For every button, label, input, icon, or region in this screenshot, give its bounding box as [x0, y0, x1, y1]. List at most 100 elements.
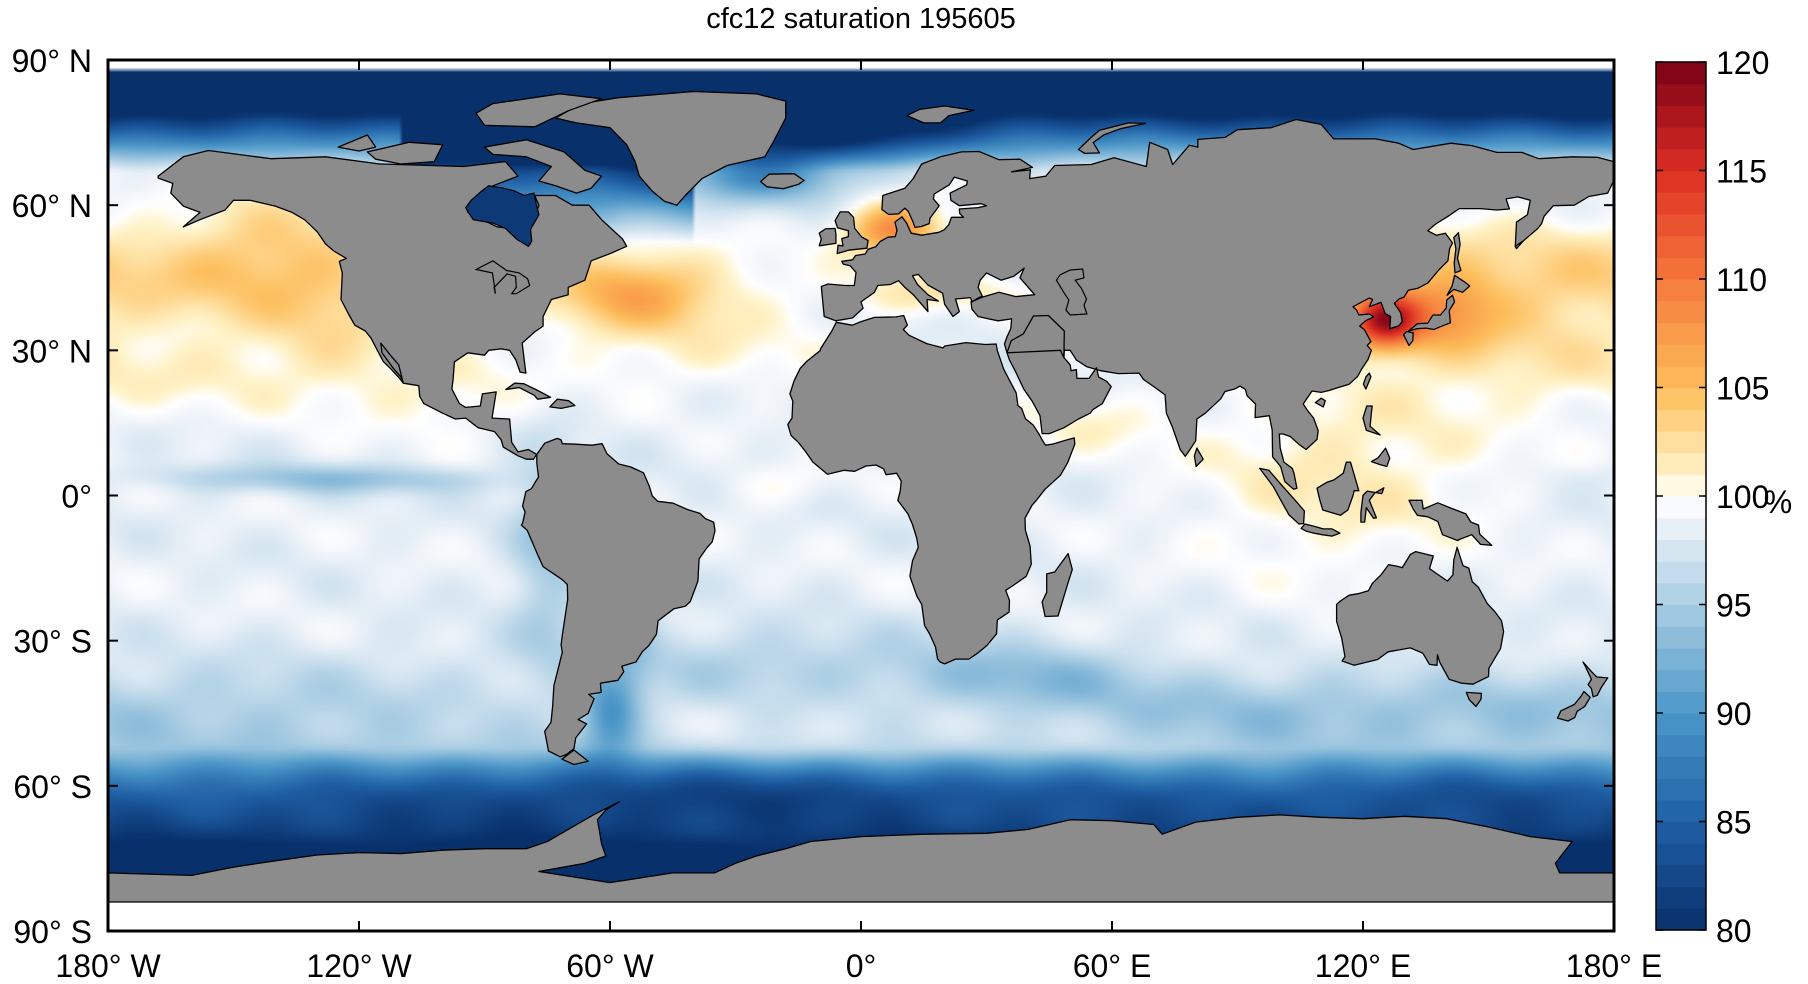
colorbar-band [1656, 886, 1706, 909]
landmass-antarctica [108, 801, 1614, 903]
landmass-sulawesi [1360, 487, 1385, 523]
landmass-new-zealand-s [1556, 690, 1591, 722]
colorbar: 80 85 90 95 100 105 110 115 120 % [1655, 45, 1792, 949]
colorbar-band [1656, 626, 1706, 649]
colorbar-tick-label: 80 [1716, 913, 1752, 949]
landmass-japan-honshu [1407, 294, 1456, 332]
colorbar-band [1656, 213, 1706, 237]
landmass-svalbard [906, 105, 975, 124]
colorbar-band [1656, 452, 1706, 475]
landmass-ireland [818, 227, 837, 247]
map-title: cfc12 saturation 195605 [706, 3, 1016, 35]
colorbar-band [1656, 821, 1706, 844]
lat-tick-label: 60° N [12, 188, 92, 224]
colorbar-band [1656, 539, 1706, 562]
colorbar-band [1656, 83, 1706, 106]
landmass-north-america [157, 149, 628, 460]
colorbar-band [1656, 192, 1706, 215]
landmass-ellesmere [475, 93, 603, 128]
colorbar-band [1656, 843, 1706, 866]
landmass-hispaniola [549, 398, 576, 410]
colorbar-band [1656, 691, 1706, 714]
landmass-philippines-luzon [1362, 405, 1381, 436]
lat-tick-label: 60° S [13, 769, 92, 805]
colorbar-band [1656, 799, 1706, 823]
lon-tick-label: 60° W [566, 948, 654, 984]
landmass-tierra-del-fuego [561, 749, 589, 766]
colorbar-band [1656, 257, 1706, 280]
colorbar-band [1656, 344, 1706, 367]
lon-tick-label: 60° E [1073, 948, 1152, 984]
landmass-new-zealand-n [1582, 661, 1609, 698]
colorbar-band [1656, 365, 1706, 389]
landmass-africa [787, 314, 1076, 665]
colorbar-band [1656, 170, 1706, 193]
colorbar-tick-label: 120 [1716, 45, 1769, 81]
landmass-hainan [1314, 397, 1326, 408]
landmass-philippines-mindanao [1370, 447, 1391, 468]
landmass-greenland [554, 90, 787, 206]
landmass-baffin [483, 139, 603, 194]
colorbar-tick-label: 90 [1716, 696, 1752, 732]
colorbar-band [1656, 496, 1706, 519]
colorbar-band [1656, 322, 1706, 345]
colorbar-band [1656, 279, 1706, 302]
colorbar-band [1656, 235, 1706, 258]
landmass-cuba [505, 382, 552, 400]
colorbar-band [1656, 409, 1706, 432]
landmass-new-guinea [1408, 499, 1493, 546]
lon-tick-label: 120° E [1315, 948, 1411, 984]
landmass-victoria [366, 141, 444, 165]
landmass-java [1300, 523, 1341, 537]
lon-tick-label: 180° W [55, 948, 161, 984]
colorbar-band [1656, 561, 1706, 584]
colorbar-band [1656, 734, 1706, 757]
lat-tick-label: 30° N [12, 333, 92, 369]
colorbar-tick-label: 100 [1716, 479, 1769, 515]
landmass-eurasia [820, 118, 1614, 490]
landmass-sri-lanka [1193, 447, 1204, 468]
colorbar-band [1656, 387, 1706, 410]
landmass-tasmania [1465, 691, 1483, 708]
colorbar-band [1656, 474, 1706, 497]
colorbar-band [1656, 778, 1706, 801]
lat-tick-label: 30° S [13, 624, 92, 660]
lon-tick-label: 0° [846, 948, 877, 984]
colorbar-tick-label: 115 [1716, 154, 1767, 190]
colorbar-bands [1656, 62, 1706, 931]
colorbar-band [1656, 713, 1706, 736]
colorbar-band [1656, 430, 1706, 454]
landmass-japan-hokkaido [1446, 274, 1471, 296]
landmass-iceland [759, 173, 805, 190]
landmass-sakhalin [1453, 232, 1462, 274]
colorbar-band [1656, 105, 1706, 128]
colorbar-band [1656, 582, 1706, 606]
lat-tick-label: 0° [61, 479, 92, 515]
colorbar-band [1656, 908, 1706, 931]
latitude-axis: 90° N 60° N 30° N 0° 30° S 60° S 90° S [12, 43, 1614, 950]
colorbar-band [1656, 669, 1706, 692]
colorbar-band [1656, 62, 1706, 85]
colorbar-band [1656, 864, 1706, 888]
landmass-banks [337, 134, 377, 152]
landmass-arabia [1006, 314, 1065, 359]
landmass-madagascar [1041, 552, 1073, 618]
water-body-caspian [1055, 268, 1088, 316]
colorbar-band [1656, 300, 1706, 323]
landmass-taiwan [1362, 372, 1372, 390]
colorbar-tick-label: 105 [1716, 371, 1769, 407]
colorbar-band [1656, 148, 1706, 172]
lat-tick-label: 90° S [13, 914, 92, 950]
colorbar-band [1656, 647, 1706, 671]
landmass-novaya-zemlya [1077, 122, 1147, 155]
landmass-japan-kyushu [1402, 330, 1414, 347]
colorbar-unit: % [1764, 484, 1792, 520]
colorbar-tick-label: 85 [1716, 805, 1752, 841]
lon-tick-label: 120° W [306, 948, 412, 984]
colorbar-band [1656, 517, 1706, 540]
longitude-axis: 180° W 120° W 60° W 0° 60° E 120° E 180° E [55, 60, 1662, 984]
landmass-borneo [1316, 461, 1360, 516]
map-area [108, 60, 1614, 931]
lon-tick-label: 180° E [1566, 948, 1662, 984]
